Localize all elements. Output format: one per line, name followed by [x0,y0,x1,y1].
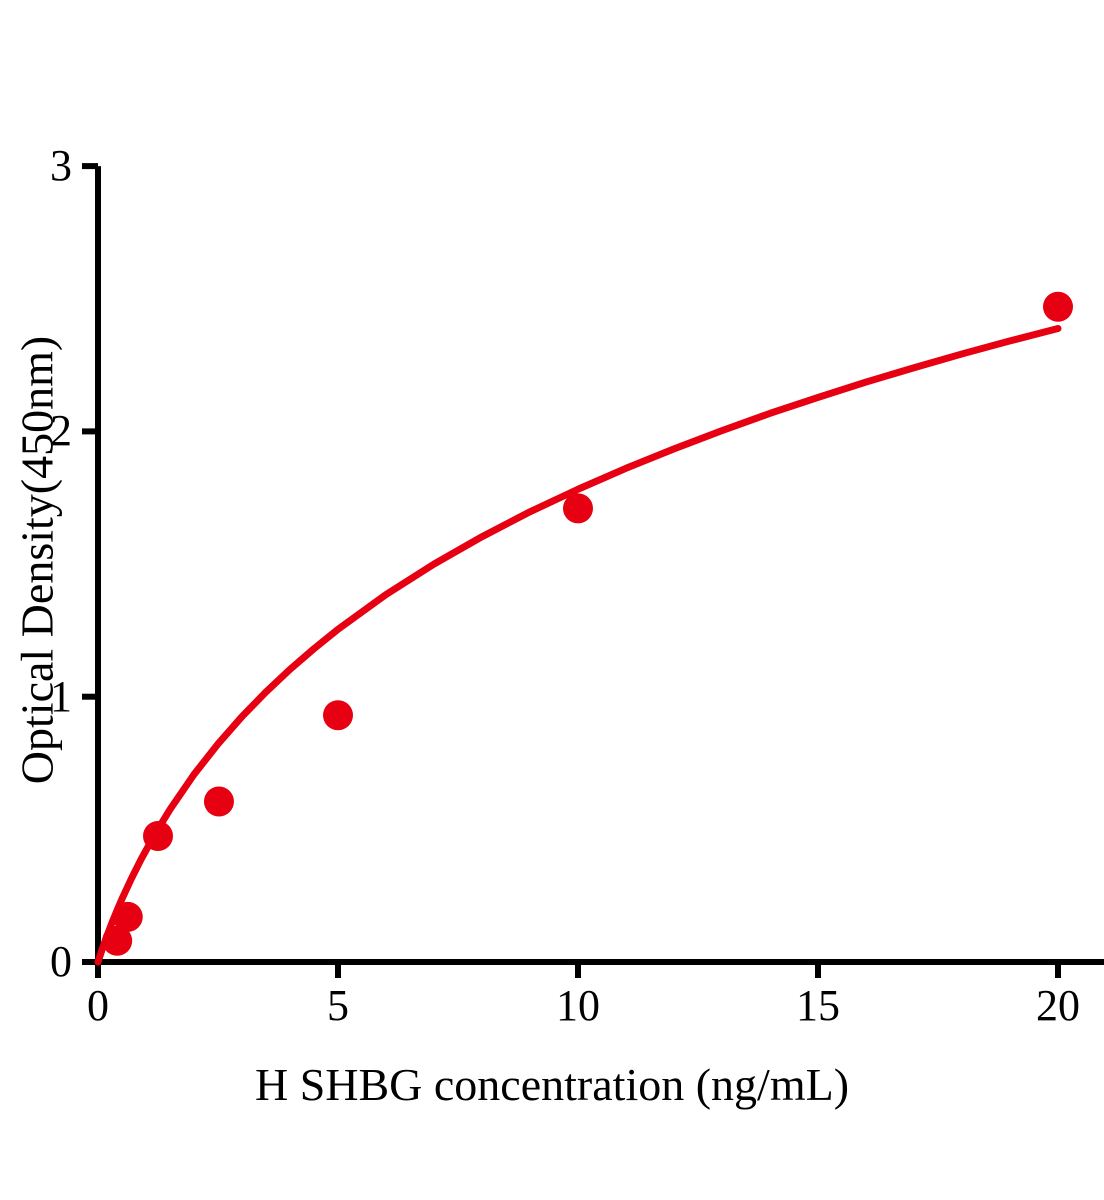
fit-curve [94,324,1062,966]
x-tick-label-3: 15 [796,981,840,1030]
y-tick-label-2: 2 [50,406,72,456]
x-tick-label-1: 5 [327,981,349,1030]
data-point-4 [323,700,353,731]
data-point-group [102,291,1073,956]
y-tick-label-1: 1 [50,671,72,721]
data-point-5 [563,493,593,524]
data-point-3 [203,786,234,817]
data-point-1 [112,901,143,932]
x-tick-label-0: 0 [87,981,109,1030]
x-tick-label-4: 20 [1036,981,1080,1030]
data-point-2 [143,820,173,851]
x-tick-label-2: 10 [556,981,600,1030]
axis-group [82,163,1104,978]
y-tick-label-3: 3 [50,141,72,191]
y-tick-label-0: 0 [50,937,72,986]
data-point-6 [1043,291,1073,322]
x-axis-title: H SHBG concentration (ng/mL) [254,1059,850,1110]
data-point-0 [102,925,133,956]
